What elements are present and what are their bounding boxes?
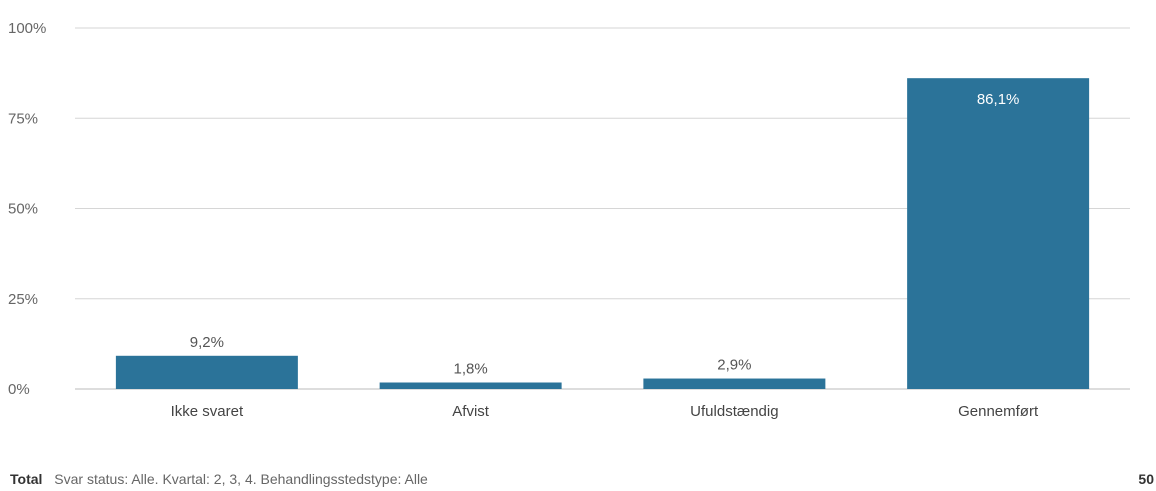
x-category-label: Ikke svaret [171, 403, 244, 420]
y-tick-label: 100% [8, 20, 46, 37]
y-axis-ticks: 0% 25% 50% 75% 100% [8, 20, 46, 398]
y-tick-label: 50% [8, 201, 38, 218]
bar-0[interactable] [115, 355, 298, 389]
y-tick-label: 0% [8, 381, 30, 398]
bar-3[interactable] [907, 78, 1090, 389]
bar-value-label: 9,2% [190, 334, 224, 351]
x-category-label: Gennemført [958, 403, 1039, 420]
bar-1[interactable] [379, 382, 562, 389]
bars: 9,2% 1,8% 2,9% 86,1% [115, 78, 1090, 389]
bar-value-label: 1,8% [454, 361, 488, 378]
footer-total-label: Total [10, 471, 43, 487]
x-category-label: Ufuldstændig [690, 403, 778, 420]
bar-chart: 0% 25% 50% 75% 100% 9,2% 1,8% 2,9% 86,1% Ikke s… [8, 20, 1130, 420]
footer-filters: Svar status: Alle. Kvartal: 2, 3, 4. Beh… [54, 471, 428, 487]
chart-footer: Total Svar status: Alle. Kvartal: 2, 3, … [10, 471, 428, 487]
bar-value-label: 2,9% [717, 357, 751, 374]
y-tick-label: 75% [8, 110, 38, 127]
y-tick-label: 25% [8, 291, 38, 308]
footer-right-value: 50 [1138, 471, 1154, 487]
bar-2[interactable] [643, 378, 826, 389]
x-category-label: Afvist [452, 403, 490, 420]
bar-value-label: 86,1% [977, 91, 1020, 108]
x-axis-categories: Ikke svaret Afvist Ufuldstændig Gennemført [171, 403, 1039, 420]
